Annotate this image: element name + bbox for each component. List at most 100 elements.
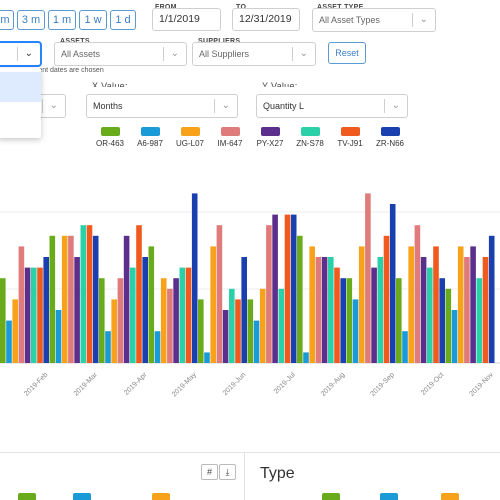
bar-ZR-N66-2019-Mar (92, 235, 99, 363)
to-date-input[interactable]: 12/31/2019 (232, 8, 300, 31)
chevron-down-icon: ⌄ (419, 14, 428, 25)
bar-TV-J91-2019-Apr (136, 225, 142, 363)
y-value-label: Y Value: (262, 81, 298, 87)
legend-swatch (220, 127, 240, 136)
x-tick-label: 2019-Feb (23, 371, 49, 397)
legend-item[interactable]: PY-X27 (250, 118, 290, 148)
legend-item[interactable]: ZN-S78 (290, 118, 330, 148)
range-button-1d[interactable]: 1 d (110, 10, 136, 30)
bar-TV-J91-2019-Nov (482, 257, 489, 363)
bar-TV-J91-2019-Mar (86, 225, 93, 363)
bar-A6-987-2019-Nov (451, 310, 458, 363)
legend-label: UG-L07 (175, 139, 204, 148)
legend-item[interactable]: UG-L07 (170, 118, 210, 148)
date-range-select[interactable]: ⌄ (0, 42, 41, 66)
bar-OR-463-2019-Jul (247, 299, 254, 363)
bar-A6-987-2019-May (154, 331, 161, 363)
bar-TV-J91-2019-Oct (433, 246, 439, 363)
legend-swatch (300, 127, 320, 136)
bar-OR-463-2019-Feb (0, 278, 6, 363)
panel-separator (244, 452, 245, 500)
bar-ZR-N66-2019-Feb (43, 257, 49, 363)
bar-ZR-N66-2019-Sep (389, 204, 396, 363)
reset-button[interactable]: Reset (328, 42, 366, 64)
bar-ZR-N66-2019-Jul (290, 214, 297, 363)
bar-OR-463-2019-Sep (346, 278, 353, 363)
bar-IM-647-2019-Sep (365, 193, 371, 363)
from-date-input[interactable]: 1/1/2019 (152, 8, 221, 31)
bar-ZR-N66-2019-Jun (241, 257, 247, 363)
x-tick-label: 2019-Jul (273, 371, 297, 395)
legend-label: ZR-N66 (375, 139, 404, 148)
bar-ZN-S78-2019-Nov (476, 278, 483, 363)
legend-item[interactable]: ZR-N66 (370, 118, 410, 148)
download-icon[interactable]: ⤓ (219, 464, 236, 480)
range-button-1m[interactable]: 1 m (48, 10, 76, 30)
chevron-down-icon: ⌄ (299, 48, 308, 59)
bar-ZR-N66-2019-May (191, 193, 198, 363)
legend-swatch (380, 493, 398, 500)
bar-PY-X27-2019-Oct (420, 257, 427, 363)
bar-ZN-S78-2019-Aug (328, 257, 334, 363)
x-tick-label: 2019-Oct (420, 371, 445, 396)
bar-UG-L07-2019-Jul (259, 288, 266, 363)
chevron-down-icon: ⌄ (221, 100, 230, 111)
y-value-select[interactable]: Quantity L ⌄ (256, 94, 408, 118)
select-separator (214, 99, 215, 113)
bar-IM-647-2019-Nov (464, 257, 470, 363)
suppliers-select[interactable]: All Suppliers ⌄ (192, 42, 316, 66)
bar-UG-L07-2019-Apr (111, 299, 117, 363)
bar-OR-463-2019-Apr (99, 278, 105, 363)
bar-ZN-S78-2019-Jul (278, 288, 285, 363)
bar-IM-647-2019-May (167, 288, 173, 363)
bar-PY-X27-2019-Jun (222, 310, 229, 363)
dropdown-menu (0, 68, 41, 138)
bar-IM-647-2019-Jul (266, 225, 272, 363)
chart-area: OR-463 A6-987 UG-L07 IM-647 PY-X27 ZN-S78 TV-J… (0, 118, 500, 450)
bar-ZR-N66-2019-Apr (142, 257, 148, 363)
range-button-3m[interactable]: 3 m (17, 10, 45, 30)
bar-A6-987-2019-Aug (303, 352, 309, 363)
bar-TV-J91-2019-May (185, 267, 192, 363)
bar-ZN-S78-2019-May (179, 267, 186, 363)
assets-select[interactable]: All Assets ⌄ (54, 42, 187, 66)
legend-item[interactable]: TV-J91 (330, 118, 370, 148)
legend-swatch (322, 493, 340, 500)
legend-label: PY-X27 (256, 139, 284, 148)
legend-item[interactable]: OR-463 (90, 118, 130, 148)
range-buttons: m 3 m 1 m 1 w 1 d (0, 10, 139, 30)
asset-type-placeholder: All Asset Types (319, 15, 380, 25)
legend-swatch (441, 493, 459, 500)
x-value-select[interactable]: Months ⌄ (86, 94, 238, 118)
bar-IM-647-2019-Aug (315, 257, 322, 363)
legend-swatch (380, 127, 400, 136)
legend-item[interactable]: A6-987 (130, 118, 170, 148)
bar-IM-647-2019-Apr (117, 278, 124, 363)
dropdown-option-selected[interactable] (0, 72, 41, 102)
bar-TV-J91-2019-Jul (284, 214, 291, 363)
bar-PY-X27-2019-Feb (24, 267, 31, 363)
range-button-1w[interactable]: 1 w (79, 10, 107, 30)
bar-PY-X27-2019-Apr (123, 235, 130, 363)
bar-OR-463-2019-Mar (49, 235, 56, 363)
bar-OR-463-2019-May (148, 246, 155, 363)
bar-ZN-S78-2019-Feb (31, 267, 37, 363)
bar-PY-X27-2019-May (173, 278, 179, 363)
select-separator (42, 99, 43, 113)
chevron-down-icon: ⌄ (24, 48, 33, 59)
chevron-down-icon: ⌄ (391, 100, 400, 111)
x-tick-label: 2019-Jun (222, 371, 248, 397)
suppliers-label: SUPPLIERS (198, 38, 240, 45)
legend-label: TV-J91 (337, 139, 363, 148)
dropdown-option[interactable] (0, 102, 41, 132)
bar-A6-987-2019-Mar (55, 310, 62, 363)
bar-IM-647-2019-Jun (216, 225, 223, 363)
select-separator (292, 47, 293, 61)
legend-swatch (140, 127, 160, 136)
legend-label: ZN-S78 (296, 139, 324, 148)
asset-type-select[interactable]: All Asset Types ⌄ (312, 8, 436, 32)
grid-toggle-button[interactable]: # (201, 464, 218, 480)
legend-item[interactable]: IM-647 (210, 118, 250, 148)
bar-A6-987-2019-Apr (105, 331, 111, 363)
range-button-year[interactable]: m (0, 10, 14, 30)
